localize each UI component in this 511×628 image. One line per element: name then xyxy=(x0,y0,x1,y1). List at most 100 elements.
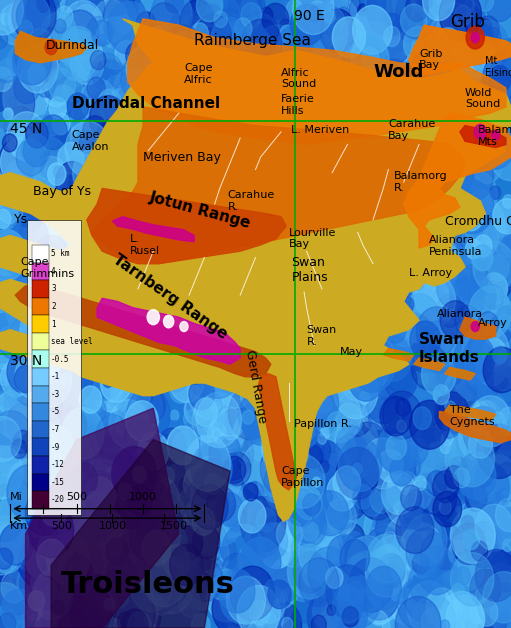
Circle shape xyxy=(219,431,240,457)
Circle shape xyxy=(352,564,387,607)
Circle shape xyxy=(11,540,57,597)
Circle shape xyxy=(473,241,511,293)
Circle shape xyxy=(236,271,281,326)
Circle shape xyxy=(44,564,79,607)
Circle shape xyxy=(4,318,33,353)
Circle shape xyxy=(19,360,58,408)
Circle shape xyxy=(254,560,275,586)
Text: -7: -7 xyxy=(51,425,60,434)
Circle shape xyxy=(386,435,407,460)
Circle shape xyxy=(384,317,406,344)
Circle shape xyxy=(431,571,475,625)
Circle shape xyxy=(49,391,60,405)
Circle shape xyxy=(125,387,149,416)
Circle shape xyxy=(130,543,148,565)
Text: Meriven Bay: Meriven Bay xyxy=(143,151,221,163)
Circle shape xyxy=(361,261,393,299)
Circle shape xyxy=(445,465,463,489)
Circle shape xyxy=(304,442,320,462)
Circle shape xyxy=(106,300,124,322)
Circle shape xyxy=(489,275,507,298)
Circle shape xyxy=(198,131,241,183)
Circle shape xyxy=(312,0,343,32)
Circle shape xyxy=(220,222,266,278)
Circle shape xyxy=(139,506,149,518)
Circle shape xyxy=(122,340,131,351)
Circle shape xyxy=(54,352,75,378)
Text: 30 N: 30 N xyxy=(10,354,42,368)
Circle shape xyxy=(336,65,374,111)
Circle shape xyxy=(83,207,100,229)
Circle shape xyxy=(136,12,156,36)
Circle shape xyxy=(309,35,341,73)
Circle shape xyxy=(257,611,277,628)
Circle shape xyxy=(117,584,152,627)
Circle shape xyxy=(406,82,433,115)
Circle shape xyxy=(314,384,328,401)
Circle shape xyxy=(111,561,145,602)
Circle shape xyxy=(479,237,496,257)
Circle shape xyxy=(323,497,335,511)
Circle shape xyxy=(233,409,278,464)
Circle shape xyxy=(59,566,100,617)
Circle shape xyxy=(276,52,317,102)
Circle shape xyxy=(251,183,291,232)
Circle shape xyxy=(290,395,305,413)
Circle shape xyxy=(469,295,493,324)
Circle shape xyxy=(142,161,151,172)
Circle shape xyxy=(219,0,240,25)
Circle shape xyxy=(77,518,122,574)
Circle shape xyxy=(198,341,227,376)
Circle shape xyxy=(160,377,199,424)
Circle shape xyxy=(58,487,69,500)
Circle shape xyxy=(472,245,493,271)
Circle shape xyxy=(126,44,168,95)
Circle shape xyxy=(133,216,162,252)
Circle shape xyxy=(49,352,61,367)
Circle shape xyxy=(452,523,485,565)
Circle shape xyxy=(334,16,344,28)
Circle shape xyxy=(354,53,384,90)
Circle shape xyxy=(285,347,304,370)
Circle shape xyxy=(470,401,503,442)
Circle shape xyxy=(102,509,136,551)
Circle shape xyxy=(141,391,152,404)
Circle shape xyxy=(351,189,370,213)
Text: -15: -15 xyxy=(51,478,65,487)
Circle shape xyxy=(172,214,190,236)
Circle shape xyxy=(107,182,149,234)
Circle shape xyxy=(88,180,133,235)
Circle shape xyxy=(380,162,419,211)
Circle shape xyxy=(63,539,82,564)
Circle shape xyxy=(203,40,225,67)
Circle shape xyxy=(81,167,104,195)
Circle shape xyxy=(46,215,62,236)
Circle shape xyxy=(372,214,409,259)
Text: -1: -1 xyxy=(51,372,60,381)
Circle shape xyxy=(0,45,21,82)
Circle shape xyxy=(421,258,449,293)
Circle shape xyxy=(501,82,511,97)
Circle shape xyxy=(0,516,27,568)
Circle shape xyxy=(164,527,180,548)
Circle shape xyxy=(486,0,511,38)
Circle shape xyxy=(322,454,344,481)
Circle shape xyxy=(206,397,228,425)
Circle shape xyxy=(117,586,147,623)
Circle shape xyxy=(475,550,511,602)
Circle shape xyxy=(305,1,331,33)
Circle shape xyxy=(453,79,497,134)
Circle shape xyxy=(175,69,201,101)
Circle shape xyxy=(257,585,273,606)
Circle shape xyxy=(146,251,173,284)
Circle shape xyxy=(1,376,40,425)
Circle shape xyxy=(265,602,301,628)
Circle shape xyxy=(257,508,276,532)
Text: 5 km: 5 km xyxy=(51,249,69,258)
Circle shape xyxy=(163,324,194,362)
Circle shape xyxy=(113,184,158,239)
Circle shape xyxy=(44,171,76,210)
Circle shape xyxy=(145,502,182,548)
Circle shape xyxy=(461,33,494,72)
Circle shape xyxy=(0,264,27,313)
